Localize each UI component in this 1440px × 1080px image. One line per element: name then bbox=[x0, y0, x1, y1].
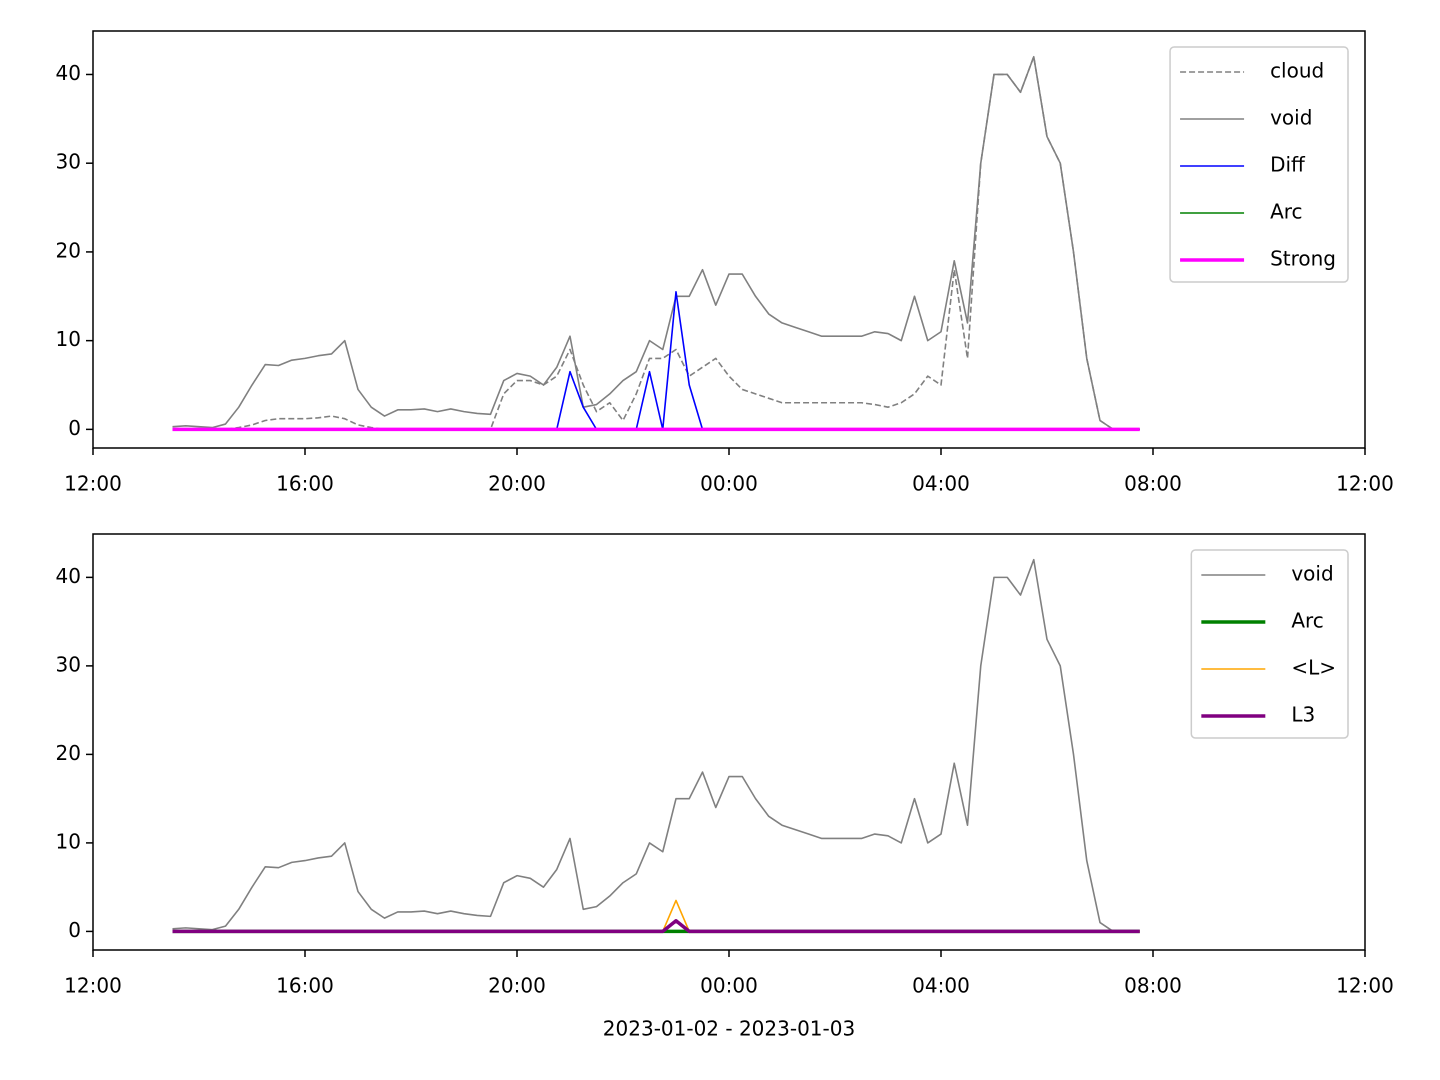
legend-label: Strong bbox=[1270, 247, 1336, 271]
x-tick-label: 16:00 bbox=[276, 974, 334, 998]
y-tick-label: 10 bbox=[56, 829, 81, 853]
subplot: 0 10 20 30 40 12:00 16:00 20:00 00:00 04:00 08:00 1… bbox=[56, 30, 1394, 496]
x-tick-label: 00:00 bbox=[700, 974, 758, 998]
x-tick-label: 08:00 bbox=[1124, 974, 1182, 998]
legend-label: cloud bbox=[1270, 59, 1324, 83]
y-tick-label: 40 bbox=[56, 61, 81, 85]
legend-label: void bbox=[1291, 562, 1333, 586]
x-tick-label: 12:00 bbox=[1336, 974, 1394, 998]
series-line bbox=[172, 558, 1140, 933]
x-tick-label: 04:00 bbox=[912, 974, 970, 998]
x-tick-label: 20:00 bbox=[488, 472, 546, 496]
legend-label: <L> bbox=[1291, 656, 1336, 680]
legend-label: L3 bbox=[1291, 703, 1315, 727]
x-tick-label: 12:00 bbox=[1336, 472, 1394, 496]
x-tick-label: 08:00 bbox=[1124, 472, 1182, 496]
x-axis-label: 2023-01-02 - 2023-01-03 bbox=[603, 1017, 855, 1041]
series-line bbox=[172, 919, 1140, 934]
y-tick-label: 0 bbox=[68, 416, 81, 440]
series-line bbox=[172, 291, 1140, 431]
series-line bbox=[172, 55, 1140, 431]
y-tick-label: 10 bbox=[56, 327, 81, 351]
y-tick-label: 40 bbox=[56, 564, 81, 588]
plot-area bbox=[172, 55, 1140, 432]
axes-frame bbox=[92, 533, 1366, 951]
y-tick-label: 20 bbox=[56, 741, 81, 765]
series-line bbox=[172, 899, 1140, 933]
x-tick-label: 00:00 bbox=[700, 472, 758, 496]
axes-frame bbox=[92, 30, 1366, 449]
legend-label: Arc bbox=[1291, 609, 1323, 633]
legend-label: void bbox=[1270, 106, 1312, 130]
x-tick-label: 16:00 bbox=[276, 472, 334, 496]
plot-area bbox=[172, 558, 1140, 934]
x-tick-label: 12:00 bbox=[64, 974, 122, 998]
legend-box bbox=[1190, 549, 1349, 739]
legend: cloud void Diff Arc Strong bbox=[1169, 46, 1349, 283]
legend-label: Arc bbox=[1270, 200, 1302, 224]
x-tick-label: 12:00 bbox=[64, 472, 122, 496]
x-tick-label: 20:00 bbox=[488, 974, 546, 998]
legend: void Arc <L> L3 bbox=[1190, 549, 1349, 739]
subplot: 0 10 20 30 40 12:00 16:00 20:00 00:00 04:00 08:00 1… bbox=[56, 533, 1394, 1041]
y-tick-label: 20 bbox=[56, 238, 81, 262]
legend-box bbox=[1169, 46, 1349, 283]
y-tick-label: 0 bbox=[68, 918, 81, 942]
x-tick-label: 04:00 bbox=[912, 472, 970, 496]
y-tick-label: 30 bbox=[56, 150, 81, 174]
y-tick-label: 30 bbox=[56, 652, 81, 676]
legend-label: Diff bbox=[1270, 153, 1306, 177]
series-line bbox=[172, 55, 1140, 431]
